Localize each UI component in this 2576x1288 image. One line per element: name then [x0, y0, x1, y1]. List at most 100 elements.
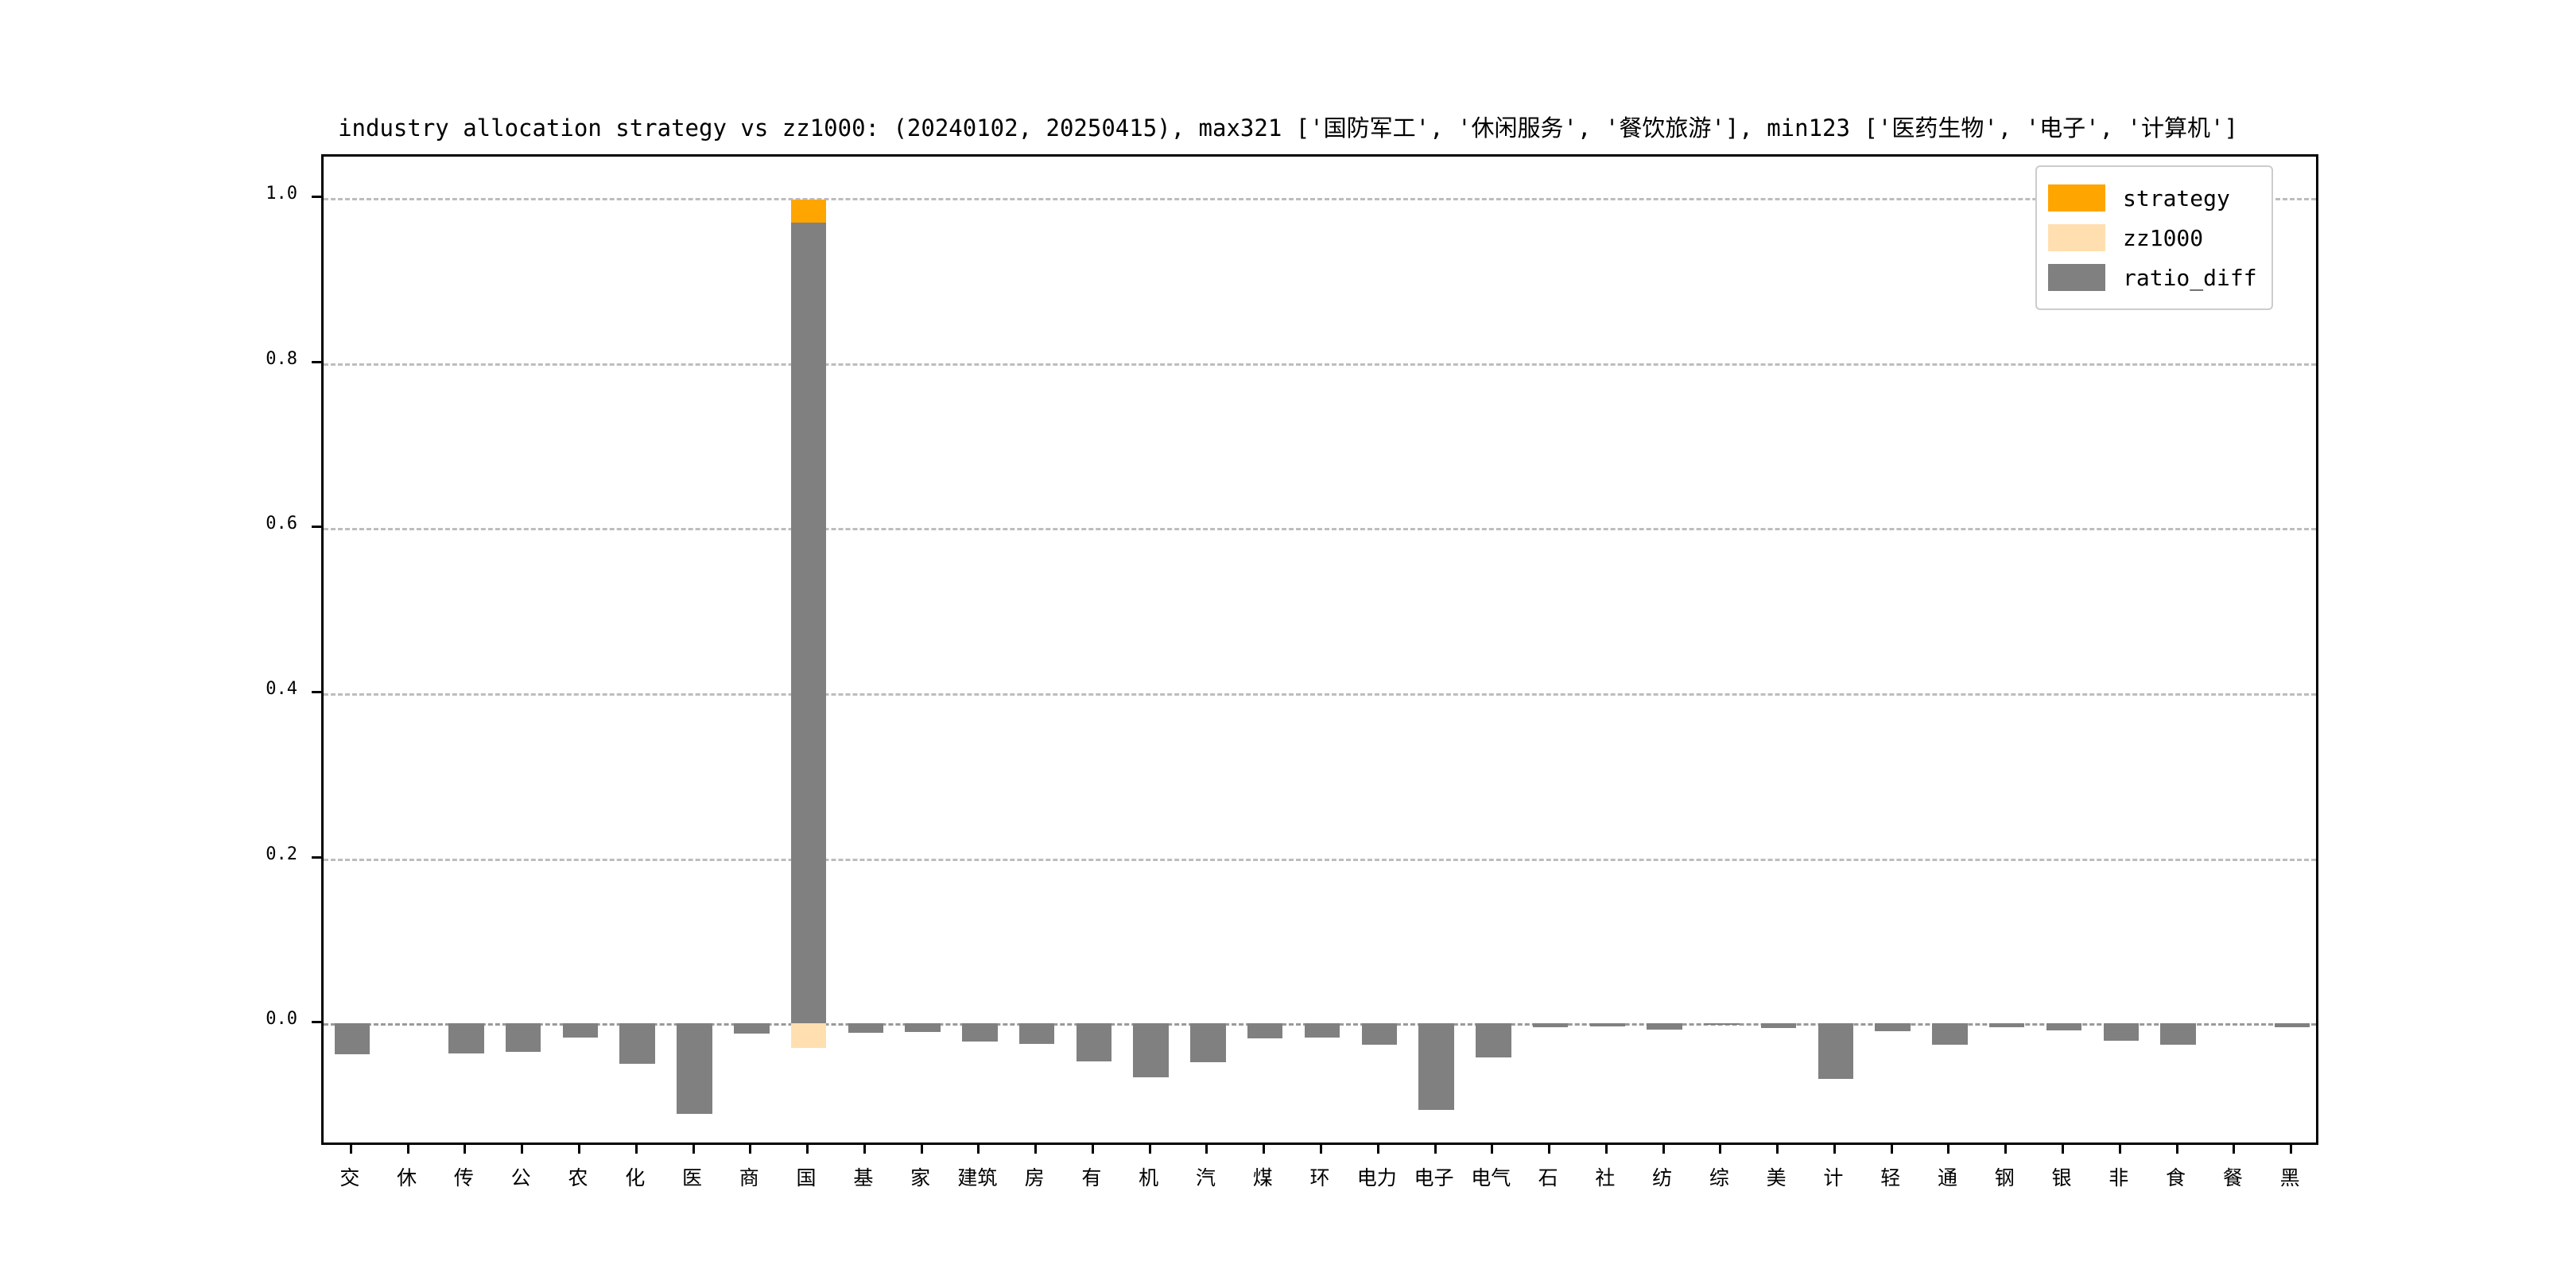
x-tick-mark [1263, 1145, 1266, 1154]
bar-ratio-diff-14 [1133, 1023, 1169, 1077]
legend-item-zz1000[interactable]: zz1000 [2048, 218, 2257, 258]
x-tick-label-13: 有 [1081, 1166, 1102, 1189]
x-tick-mark [1776, 1145, 1779, 1154]
legend-swatch-icon [2048, 184, 2105, 211]
x-tick-mark [863, 1145, 866, 1154]
x-tick-label-9: 基 [853, 1166, 874, 1189]
x-tick-mark [977, 1145, 980, 1154]
gridline-y-0.8 [324, 363, 2316, 366]
bar-ratio-diff-13 [1076, 1023, 1112, 1061]
bar-ratio-diff-26 [1818, 1023, 1854, 1079]
x-tick-label-27: 轻 [1880, 1166, 1901, 1189]
x-tick-label-30: 银 [2051, 1166, 2072, 1189]
bar-ratio-diff-17 [1304, 1023, 1340, 1038]
bar-ratio-diff-28 [1932, 1023, 1968, 1046]
y-tick-label: 0.8 [266, 348, 297, 369]
bar-ratio-diff-30 [2046, 1023, 2082, 1030]
y-tick-label: 0.0 [266, 1009, 297, 1030]
x-tick-mark [1604, 1145, 1608, 1154]
bar-ratio-diff-12 [1018, 1023, 1055, 1045]
bar-ratio-diff-19 [1418, 1023, 1454, 1111]
legend-swatch-icon [2048, 224, 2105, 251]
x-tick-label-18: 电力 [1356, 1166, 1397, 1189]
y-tick-mark [312, 690, 321, 693]
bar-ratio-diff-24 [1704, 1023, 1740, 1026]
x-tick-label-19: 电子 [1414, 1166, 1454, 1189]
bar-ratio-diff-10 [905, 1023, 941, 1032]
x-tick-label-34: 黑 [2279, 1166, 2300, 1189]
x-tick-label-6: 医 [681, 1166, 703, 1189]
legend-label: ratio_diff [2123, 264, 2257, 291]
chart-legend[interactable]: strategy zz1000 ratio_diff [2035, 165, 2273, 310]
x-tick-mark [1890, 1145, 1893, 1154]
bar-ratio-diff-16 [1247, 1023, 1283, 1038]
x-tick-mark [464, 1145, 467, 1154]
bar-ratio-diff-20 [1476, 1023, 1511, 1057]
x-tick-mark [349, 1145, 352, 1154]
x-tick-mark [1091, 1145, 1094, 1154]
x-tick-label-5: 化 [625, 1166, 646, 1189]
bar-ratio-diff-11 [962, 1023, 998, 1042]
x-tick-label-8: 国 [796, 1166, 817, 1189]
y-tick-label: 0.6 [266, 514, 297, 534]
x-tick-label-31: 非 [2109, 1166, 2129, 1189]
x-tick-label-33: 餐 [2222, 1166, 2243, 1189]
bar-ratio-diff-21 [1532, 1023, 1569, 1028]
x-tick-label-16: 煤 [1252, 1166, 1273, 1189]
x-tick-mark [634, 1145, 638, 1154]
x-tick-mark [521, 1145, 524, 1154]
x-tick-mark [2118, 1145, 2121, 1154]
x-tick-mark [806, 1145, 809, 1154]
x-tick-label-20: 电气 [1471, 1166, 1511, 1189]
plot-inner [324, 157, 2316, 1143]
x-tick-mark [692, 1145, 695, 1154]
x-tick-mark [2175, 1145, 2178, 1154]
x-tick-mark [749, 1145, 752, 1154]
y-tick-mark [312, 195, 321, 198]
bar-ratio-diff-23 [1647, 1023, 1682, 1030]
bar-ratio-diff-31 [2103, 1023, 2140, 1042]
x-tick-label-28: 通 [1937, 1166, 1957, 1189]
legend-swatch-icon [2048, 264, 2105, 291]
plot-area [321, 154, 2318, 1145]
x-tick-label-17: 环 [1309, 1166, 1330, 1189]
bar-ratio-diff-5 [619, 1023, 655, 1065]
x-tick-label-25: 美 [1766, 1166, 1787, 1189]
bar-ratio-diff-29 [1989, 1023, 2025, 1028]
x-tick-mark [2233, 1145, 2236, 1154]
x-tick-mark [1947, 1145, 1950, 1154]
legend-label: strategy [2123, 184, 2230, 211]
x-tick-label-23: 纺 [1652, 1166, 1673, 1189]
x-tick-mark [1034, 1145, 1038, 1154]
bar-ratio-diff-9 [848, 1023, 884, 1033]
legend-item-ratio_diff[interactable]: ratio_diff [2048, 258, 2257, 297]
bar-ratio-diff-22 [1589, 1023, 1626, 1027]
x-tick-label-29: 钢 [1994, 1166, 2015, 1189]
legend-item-strategy[interactable]: strategy [2048, 178, 2257, 218]
bar-ratio-diff-4 [562, 1023, 599, 1038]
bar-ratio-diff-32 [2160, 1023, 2196, 1046]
x-tick-mark [2062, 1145, 2065, 1154]
x-tick-mark [1205, 1145, 1208, 1154]
x-tick-mark [1376, 1145, 1379, 1154]
x-tick-label-32: 食 [2166, 1166, 2186, 1189]
x-tick-label-14: 机 [1139, 1166, 1159, 1189]
bar-ratio-diff-6 [677, 1023, 712, 1115]
y-tick-mark [312, 1021, 321, 1024]
x-tick-mark [1548, 1145, 1551, 1154]
x-tick-label-12: 房 [1024, 1166, 1045, 1189]
y-tick-mark [312, 855, 321, 859]
x-tick-label-7: 商 [739, 1166, 759, 1189]
x-tick-label-0: 交 [339, 1166, 360, 1189]
x-tick-label-4: 农 [568, 1166, 588, 1189]
bar-ratio-diff-27 [1875, 1023, 1911, 1031]
bar-ratio-diff-34 [2274, 1023, 2310, 1028]
x-tick-mark [1719, 1145, 1722, 1154]
legend-label: zz1000 [2123, 224, 2204, 251]
gridline-y-1.0 [324, 197, 2316, 200]
x-tick-label-21: 石 [1538, 1166, 1558, 1189]
y-tick-mark [312, 360, 321, 363]
x-tick-mark [1320, 1145, 1322, 1154]
bar-ratio-diff-15 [1190, 1023, 1226, 1063]
